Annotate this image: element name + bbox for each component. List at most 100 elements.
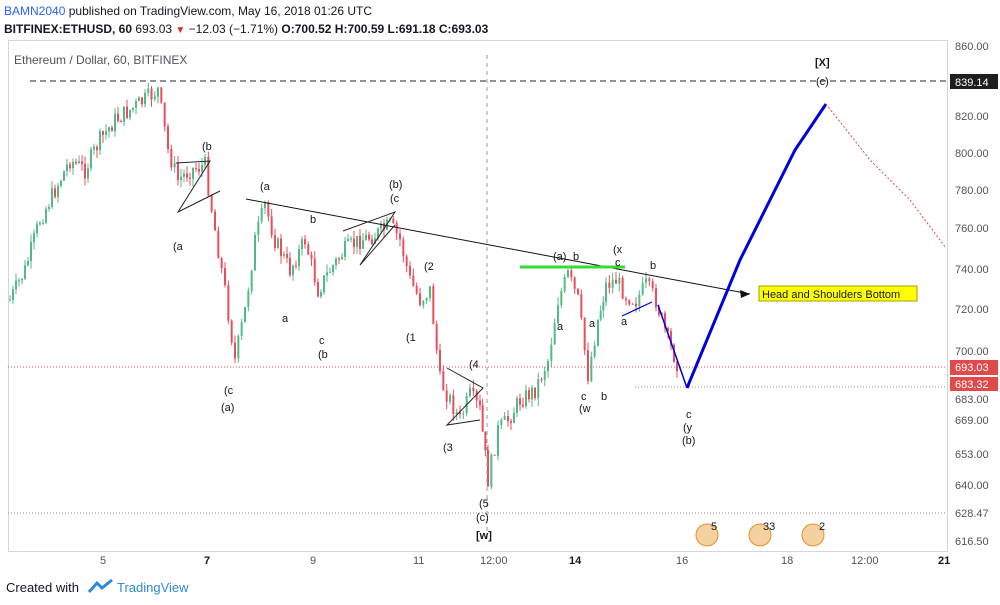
wave-label: b [601,391,607,403]
candle-body [21,278,23,281]
time-label: 11 [413,555,424,567]
time-label: 18 [781,555,793,567]
event-flag-icon[interactable] [801,523,825,547]
time-label: 12:00 [851,555,879,567]
triangle-4 [445,367,484,426]
annotation-text: Head and Shoulders Bottom [762,289,900,301]
candle-body [419,293,421,306]
candle-body [39,223,41,225]
candle-body [507,416,509,422]
candle-body [36,224,38,234]
candle-body [117,113,119,121]
candle-body [33,233,35,242]
candle-body [377,228,379,239]
time-label: 9 [310,555,316,567]
candle-body [560,291,563,306]
candle-body [368,234,370,240]
tick-label: 653.00 [955,449,989,461]
event-flag-icon[interactable] [695,523,719,547]
candle-body [429,286,431,298]
high-value: H:700.59 [334,22,385,36]
candle-body [260,208,263,222]
time-label: 21 [938,555,950,567]
low-price-tag [950,377,998,391]
candle-body [528,390,530,400]
last-price: 693.03 [135,22,173,36]
candle-body [615,279,617,284]
event-flag-icon[interactable] [748,523,772,547]
candle-body [563,277,566,292]
annotation-box [758,285,918,302]
candle-body [570,270,573,278]
candle-body [329,272,331,274]
price-chart[interactable]: Head and Shoulders Bottom (b (a (a b (b)… [0,0,1000,570]
wave-label: a [557,321,564,333]
wave-labels: (b (a (a b (b) (c (2 (1 c (b a (c (a) (4… [173,141,695,524]
candle-body [543,371,546,380]
candle-body [667,328,669,332]
candle-body [621,277,624,299]
candle-body [341,256,343,260]
candle-body [371,239,373,245]
candle-body [462,413,465,415]
candle-body [192,167,194,179]
wave-label: a [589,318,596,330]
candle-body [587,350,589,382]
candle-body [573,277,576,289]
wave-label: (a [173,241,184,253]
candle-body [295,265,297,267]
tradingview-link[interactable]: TradingView [117,580,189,595]
candle-body [207,156,210,196]
resistance-tag [950,74,998,89]
wave-label: (b [202,141,212,153]
wave-label: (3 [443,442,453,454]
candle-body [15,280,17,290]
candle-body [516,398,518,413]
candle-body [472,387,475,392]
candle-body [78,161,80,164]
candle-body [550,344,553,362]
candle-body [75,161,77,164]
wave-label: (x [613,244,623,256]
candle-body [27,261,29,266]
tick-label: 760.00 [955,223,989,235]
wave-w-label: [w] [476,530,492,542]
candle-body [510,421,512,424]
candle-body [484,431,487,451]
last-price-tag-label: 693.03 [955,362,989,374]
wave-label: b [573,251,579,263]
candle-body [99,131,101,151]
candle-body [51,188,53,207]
candle-body [487,450,489,487]
wave-label: (a) [553,251,566,263]
candle-body [459,411,461,415]
price-axis: 860.00 839.14 820.00 800.00 780.00 760.0… [950,41,998,548]
low-value: L:691.18 [387,22,436,36]
candle-body [237,335,240,359]
candle-body [359,236,361,249]
author-link[interactable]: BAMN2040 [4,4,66,18]
candle-body [577,288,579,295]
candle-body [658,307,660,315]
candle-body [157,87,159,97]
wave-b-line [621,301,653,317]
candle-body [90,149,92,169]
candle-body [320,291,322,297]
candle-body [254,235,256,271]
tick-label: 669.00 [955,415,989,427]
candle-body [24,265,26,279]
tick-label: 720.00 [955,304,989,316]
tradingview-logo-icon[interactable] [88,578,114,594]
candle-body [214,211,216,231]
candle-body [415,285,418,294]
candle-body [292,265,294,276]
candle-body [283,253,285,257]
candle-body [641,282,644,295]
candle-body [240,322,243,336]
candle-body [108,127,110,132]
wave-label: (1 [406,332,416,344]
candle-body [405,256,408,267]
created-with-label: Created with [6,580,79,595]
candle-body [57,185,59,197]
candle-body [274,235,276,249]
